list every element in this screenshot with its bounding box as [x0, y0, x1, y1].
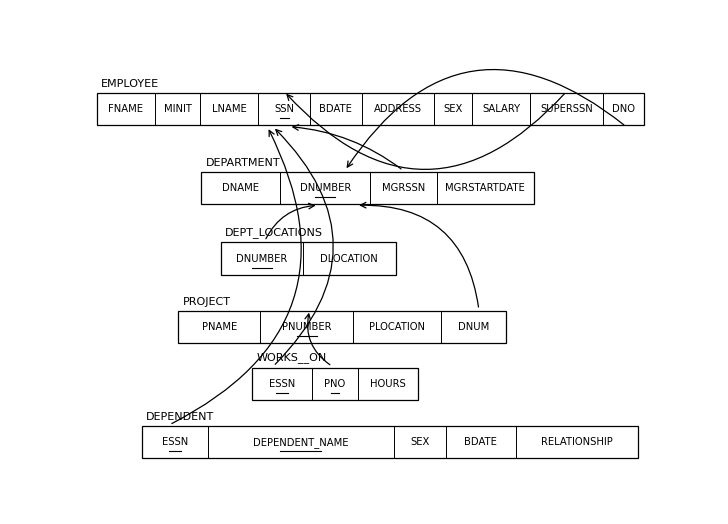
Bar [97, 93, 644, 125]
Text: SALARY: SALARY [482, 104, 520, 114]
Text: DNUMBER: DNUMBER [236, 254, 288, 264]
Text: DEPENDENT_NAME: DEPENDENT_NAME [253, 436, 349, 447]
Text: DNO: DNO [612, 104, 635, 114]
Text: MINIT: MINIT [164, 104, 191, 114]
Text: HOURS: HOURS [371, 379, 406, 389]
Bar [142, 426, 638, 458]
Text: MGRSSN: MGRSSN [381, 183, 425, 193]
Text: PNO: PNO [325, 379, 346, 389]
Text: PNAME: PNAME [202, 322, 237, 332]
Text: RELATIONSHIP: RELATIONSHIP [541, 437, 613, 447]
Bar [201, 172, 534, 204]
Text: DNUM: DNUM [458, 322, 489, 332]
Text: EMPLOYEE: EMPLOYEE [101, 79, 159, 89]
Text: ADDRESS: ADDRESS [373, 104, 422, 114]
Bar [178, 311, 506, 343]
Text: PLOCATION: PLOCATION [369, 322, 425, 332]
Text: DNUMBER: DNUMBER [300, 183, 351, 193]
Text: PROJECT: PROJECT [183, 297, 231, 307]
Text: FNAME: FNAME [108, 104, 143, 114]
Text: WORKS__ON: WORKS__ON [256, 353, 327, 364]
Text: SEX: SEX [410, 437, 430, 447]
Text: ESSN: ESSN [269, 379, 295, 389]
Text: BDATE: BDATE [464, 437, 497, 447]
Text: LNAME: LNAME [212, 104, 247, 114]
Text: SSN: SSN [274, 104, 294, 114]
Text: DNAME: DNAME [222, 183, 259, 193]
Text: DEPARTMENT: DEPARTMENT [205, 158, 280, 168]
Text: DEPT_LOCATIONS: DEPT_LOCATIONS [225, 227, 323, 238]
Text: BDATE: BDATE [320, 104, 352, 114]
Text: SUPERSSN: SUPERSSN [540, 104, 593, 114]
Bar [252, 367, 418, 400]
Text: PNUMBER: PNUMBER [282, 322, 331, 332]
Text: MGRSTARTDATE: MGRSTARTDATE [446, 183, 525, 193]
Text: SEX: SEX [443, 104, 462, 114]
Bar [221, 243, 396, 275]
Text: DEPENDENT: DEPENDENT [146, 412, 215, 422]
Text: DLOCATION: DLOCATION [320, 254, 378, 264]
Text: ESSN: ESSN [162, 437, 188, 447]
